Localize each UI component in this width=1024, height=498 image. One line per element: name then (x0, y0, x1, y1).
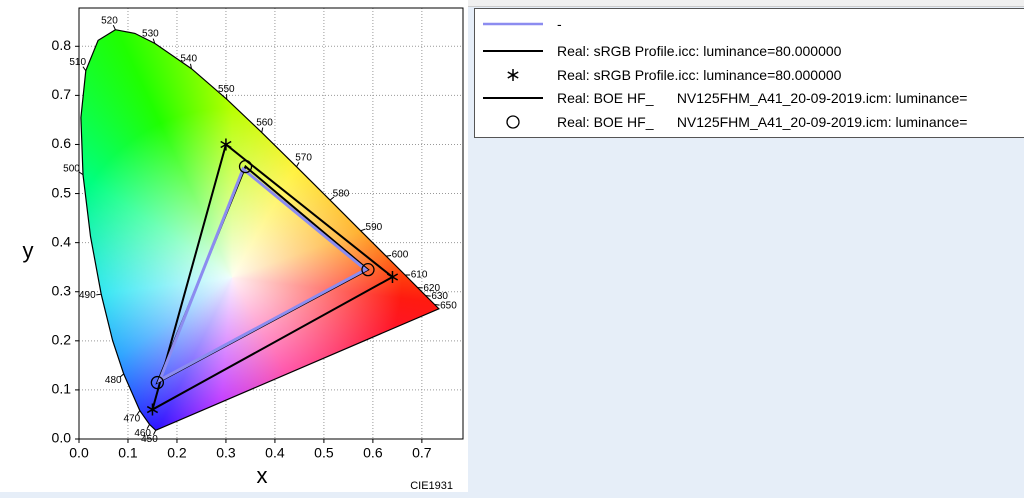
asterisk-marker (386, 271, 399, 284)
circle-marker (238, 159, 253, 174)
wavelength-label: 650 (440, 300, 457, 311)
wavelength-label: 580 (333, 189, 350, 200)
wavelength-tick (190, 63, 192, 69)
wavelength-label: 470 (123, 413, 140, 424)
wavelength-tick (153, 430, 157, 436)
asterisk-marker (146, 403, 159, 416)
spectral-locus (80, 29, 440, 432)
annotation: CIE1931 (410, 480, 453, 492)
wavelength-label: 520 (101, 15, 118, 26)
chart: x y CIE1931 0.0 0.1 0.2 0.3 0.4 0.5 0.6 0.7 0.0 0… (23, 7, 464, 492)
y-tick-label: 0.2 (52, 332, 72, 348)
y-tick-label: 0.3 (52, 282, 72, 298)
wavelength-label: 610 (411, 270, 428, 281)
circle-marker (361, 262, 375, 277)
x-tick-label: 0.7 (412, 445, 432, 461)
plot-frame (78, 7, 464, 440)
wavelength-tick (261, 127, 264, 133)
gamut-triangle (156, 166, 369, 384)
asterisk-marker (220, 138, 232, 151)
wavelength-label: 600 (392, 249, 409, 260)
legend-label: - (557, 16, 562, 32)
legend-swatch (483, 22, 543, 26)
gamut-triangle (150, 142, 395, 412)
y-tick-label: 0.8 (52, 37, 72, 53)
y-tick-label: 0.6 (52, 135, 72, 151)
wavelength-label: 590 (366, 222, 383, 233)
legend-swatch (483, 97, 543, 99)
legend-marker (506, 115, 520, 129)
legend-marker (507, 69, 519, 81)
scrollbar (468, 0, 1024, 7)
x-axis-label: x (257, 463, 268, 488)
wavelength-tick (329, 196, 335, 201)
circle-marker (150, 375, 165, 390)
legend-swatch (507, 69, 519, 81)
wavelength-label: 550 (218, 84, 235, 95)
wavelength-tick (152, 38, 156, 44)
wavelength-tick (136, 410, 141, 416)
wavelength-label: 480 (105, 375, 122, 386)
wavelength-tick (112, 24, 116, 30)
x-tick-label: 0.1 (118, 445, 138, 461)
legend-swatch (506, 115, 520, 129)
wavelength-label: 530 (142, 29, 159, 40)
legend-label: Real: sRGB Profile.icc: luminance=80.000… (557, 43, 842, 59)
wavelength-label: 500 (63, 164, 80, 175)
legend-label: Real: sRGB Profile.icc: luminance=80.000… (557, 67, 842, 83)
y-tick-label: 0.5 (52, 184, 72, 200)
wavelength-tick (386, 254, 392, 257)
wavelength-label: 460 (134, 428, 151, 439)
wavelength-label: 510 (69, 57, 86, 68)
y-axis-label: y (23, 238, 34, 263)
wavelength-label: 490 (79, 290, 96, 301)
x-tick-label: 0.4 (265, 445, 285, 461)
x-tick-label: 0.0 (69, 445, 89, 461)
y-tick-label: 0.7 (52, 86, 72, 102)
wavelength-label: 540 (180, 54, 197, 65)
x-tick-label: 0.6 (363, 445, 383, 461)
y-tick-label: 0.1 (52, 381, 72, 397)
wavelength-tick (78, 171, 84, 176)
x-tick-label: 0.5 (314, 445, 334, 461)
wavelength-tick (296, 162, 300, 167)
wavelength-label: 570 (295, 153, 312, 164)
y-tick-label: 0.0 (52, 430, 72, 446)
wavelength-tick (146, 424, 150, 430)
plot-area: x y CIE1931 0.0 0.1 0.2 0.3 0.4 0.5 0.6 0.7 0.0 0… (0, 0, 468, 492)
wavelength-tick (434, 304, 440, 306)
x-tick-label: 0.2 (167, 445, 187, 461)
wavelength-tick (360, 228, 366, 232)
x-tick-label: 0.3 (216, 445, 236, 461)
wavelength-label: 560 (256, 117, 273, 128)
wavelength-tick (82, 66, 87, 72)
legend-swatch (483, 50, 543, 52)
legend: - Real: sRGB Profile.icc: luminance=80.00… (474, 8, 1024, 138)
wavelength-tick (119, 373, 125, 378)
y-tick-label: 0.4 (52, 233, 72, 249)
legend-label: Real: BOE HF_ NV125FHM_A41_20-09-2019.ic… (557, 90, 968, 106)
wavelength-tick (96, 293, 102, 296)
wavelength-label: 620 (423, 283, 440, 294)
legend-label: Real: BOE HF_ NV125FHM_A41_20-09-2019.ic… (557, 114, 968, 130)
wavelength-label: 630 (431, 291, 448, 302)
